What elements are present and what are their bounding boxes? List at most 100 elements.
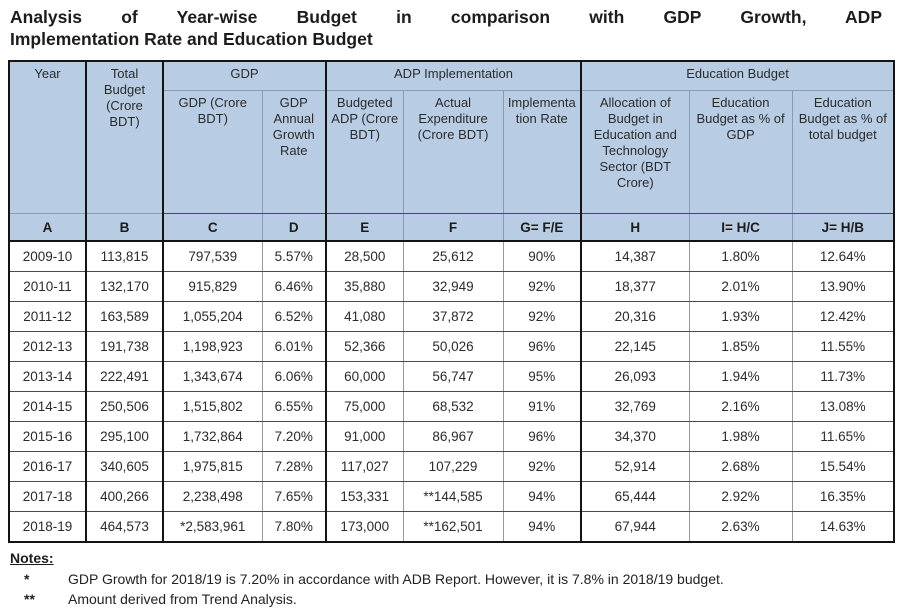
table-cell: 1.80% [688,241,793,272]
table-cell: 11.73% [791,361,895,392]
group-header-adp-implementation: ADP Implementation [325,61,582,91]
table-cell: 2,238,498 [162,481,262,512]
letter-f: F [402,213,504,242]
table-cell: 11.55% [791,331,895,362]
letter-h: H [580,213,690,242]
table-row: 2018-19 464,573 *2,583,961 7.80% 173,000 **16… [8,511,895,543]
col-header-budgeted-adp: Budgeted ADP (Crore BDT) [325,90,404,214]
table-cell: 295,100 [85,421,163,452]
table-cell: 32,949 [402,271,504,302]
table-cell: 1,732,864 [162,421,262,452]
table-cell: 96% [502,421,582,452]
letter-e: E [325,213,404,242]
group-header-row: Year Total Budget (Crore BDT) GDP ADP Im… [8,61,895,214]
table-cell: 1.94% [688,361,793,392]
table-cell: 13.08% [791,391,895,422]
table-cell: 400,266 [85,481,163,512]
table-cell: 56,747 [402,361,504,392]
notes-heading: Notes: [10,550,54,566]
table-cell: 2013-14 [8,361,86,392]
table-row: 2016-17 340,605 1,975,815 7.28% 117,027 107,2… [8,451,895,482]
table-cell: 1,975,815 [162,451,262,482]
col-header-gdp-crore: GDP (Crore BDT) [162,90,262,214]
table-cell: *2,583,961 [162,511,262,543]
table-cell: 25,612 [402,241,504,272]
table-cell: 7.28% [261,451,327,482]
table-cell: 340,605 [85,451,163,482]
page-title-line1: Analysis of Year-wise Budget in comparis… [10,7,882,27]
table-row: 2014-15 250,506 1,515,802 6.55% 75,000 68,532… [8,391,895,422]
table-row: 2015-16 295,100 1,732,864 7.20% 91,000 86,967… [8,421,895,452]
col-header-gdp-growth-rate: GDP Annual Growth Rate [261,90,327,214]
table-cell: 113,815 [85,241,163,272]
table-cell: 7.20% [261,421,327,452]
note-marker-double-asterisk: ** [24,591,35,607]
table-cell: 14.63% [791,511,895,543]
table-cell: 86,967 [402,421,504,452]
letter-g: G= F/E [502,213,582,242]
table-row: 2012-13 191,738 1,198,923 6.01% 52,366 50,026… [8,331,895,362]
note-item: ** Amount derived from Trend Analysis. [10,589,892,609]
table-cell: 2017-18 [8,481,86,512]
table-cell: 32,769 [580,391,690,422]
table-cell: 222,491 [85,361,163,392]
table-cell: 15.54% [791,451,895,482]
letter-i: I= H/C [688,213,793,242]
table-cell: 16.35% [791,481,895,512]
col-header-total-budget: Total Budget (Crore BDT) [85,61,163,214]
table-header: Year Total Budget (Crore BDT) GDP ADP Im… [8,61,895,242]
col-header-education-pct-total: Education Budget as % of total budget [791,90,895,214]
table-cell: 6.06% [261,361,327,392]
table-cell: 7.65% [261,481,327,512]
table-cell: 107,229 [402,451,504,482]
table-cell: 6.52% [261,301,327,332]
table-cell: 28,500 [325,241,404,272]
table-cell: 191,738 [85,331,163,362]
table-cell: 95% [502,361,582,392]
table-row: 2013-14 222,491 1,343,674 6.06% 60,000 56,747… [8,361,895,392]
table-cell: 2012-13 [8,331,86,362]
table-cell: 20,316 [580,301,690,332]
table-cell: 163,589 [85,301,163,332]
table-cell: 37,872 [402,301,504,332]
table-cell: 2.63% [688,511,793,543]
table-cell: 2015-16 [8,421,86,452]
table-cell: 5.57% [261,241,327,272]
letter-d: D [261,213,327,242]
table-cell: 2018-19 [8,511,86,543]
table-row: 2010-11 132,170 915,829 6.46% 35,880 32,949 92… [8,271,895,302]
col-header-year: Year [8,61,86,214]
table-cell: 52,366 [325,331,404,362]
table-cell: 65,444 [580,481,690,512]
table-row: 2017-18 400,266 2,238,498 7.65% 153,331 **144… [8,481,895,512]
col-header-education-allocation: Allocation of Budget in Education and Te… [580,90,690,214]
table-cell: 22,145 [580,331,690,362]
table-cell: **144,585 [402,481,504,512]
table-cell: 6.01% [261,331,327,362]
table-cell: 2016-17 [8,451,86,482]
table-cell: 91,000 [325,421,404,452]
table-cell: 1.98% [688,421,793,452]
note-marker-asterisk: * [24,571,30,587]
table-cell: 1,515,802 [162,391,262,422]
table-cell: 92% [502,451,582,482]
table-body: 2009-10 113,815 797,539 5.57% 28,500 25,612 90… [8,241,895,543]
table-cell: 14,387 [580,241,690,272]
table-cell: 2009-10 [8,241,86,272]
letter-b: B [85,213,163,242]
page-title-line2: Implementation Rate and Education Budget [10,29,373,49]
table-cell: 13.90% [791,271,895,302]
note-text: Amount derived from Trend Analysis. [68,591,297,607]
letter-c: C [162,213,262,242]
table-cell: 67,944 [580,511,690,543]
table-cell: 94% [502,511,582,543]
table-cell: 2011-12 [8,301,86,332]
table-cell: 96% [502,331,582,362]
table-cell: 1.93% [688,301,793,332]
table-cell: 68,532 [402,391,504,422]
table-cell: 1,055,204 [162,301,262,332]
table-cell: 153,331 [325,481,404,512]
table-cell: 91% [502,391,582,422]
table-cell: **162,501 [402,511,504,543]
letter-a: A [8,213,86,242]
